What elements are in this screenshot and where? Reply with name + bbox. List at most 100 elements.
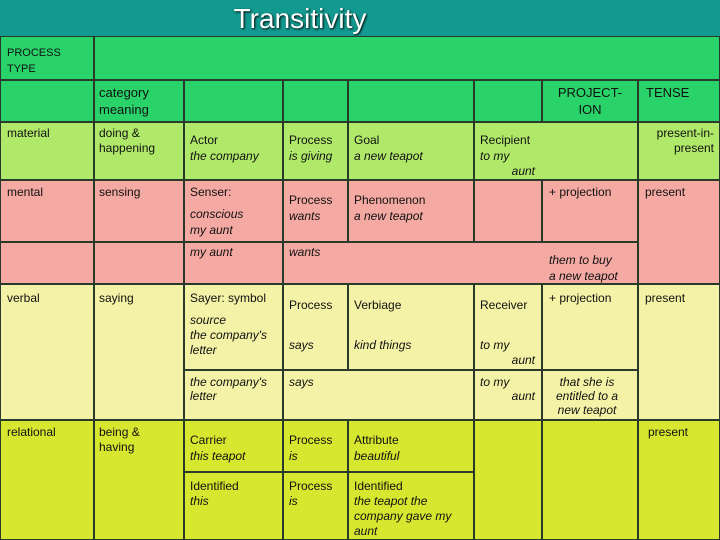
material-goal-label: Goal [354,133,380,147]
relational-meaning-line1: being & [99,425,140,439]
header-blank-col1 [0,80,94,122]
mental-projection: + projection [549,185,612,199]
relational-identified1-cell: Identified this [184,472,283,540]
verbal-receiver-cell: Receiver to my aunt [474,284,542,370]
verbal-verbiage-label: Verbiage [354,298,402,312]
relational-process1-label: Process [289,433,333,447]
relational-identified2-cell: Identified the teapot the company gave m… [348,472,474,540]
header-blank-col3 [184,80,283,122]
verbal-example-projection-line1: that she is [559,375,615,389]
material-recipient-cell: Recipient to my aunt [474,122,638,180]
mental-example-blank-col2 [94,242,184,284]
relational-identified2-value-line1: the teapot the [354,494,428,508]
relational-attribute-label: Attribute [354,433,399,447]
relational-identified2-value-line2: company gave my [354,509,452,523]
verbal-example-mid-cell: says [283,370,474,420]
mental-type-cell: mental [0,180,94,242]
mental-senser-value-line1: conscious [190,207,244,221]
header-process-type-line1: PROCESS [7,47,61,59]
verbal-sayer-label: Sayer: symbol [190,291,267,305]
relational-projection-blank [542,420,638,540]
relational-attribute-cell: Attribute beautiful [348,420,474,472]
relational-identified2-label: Identified [354,479,403,493]
material-actor-cell: Actor the company [184,122,283,180]
verbal-sayer-cell: Sayer: symbol source the company's lette… [184,284,283,370]
mental-phenomenon-value: a new teapot [354,209,423,223]
relational-process2-label: Process [289,479,333,493]
mental-process-cell: Process wants [283,180,348,242]
verbal-process-label: Process [289,298,333,312]
verbal-verbiage-value: kind things [354,338,412,352]
mental-example-projection-line2: a new teapot [549,269,618,283]
header-projection-line2: ION [578,102,602,117]
relational-carrier-cell: Carrier this teapot [184,420,283,472]
verbal-example-projection-line3: new teapot [557,403,617,417]
mental-tense: present [645,185,686,199]
mental-recipient-blank [474,180,542,242]
material-tense-line1: present-in- [656,126,714,140]
relational-carrier-label: Carrier [190,433,227,447]
header-projection-line1: PROJECT- [557,85,623,100]
verbal-sayer-value-line1: source [190,313,227,327]
verbal-receiver-label: Receiver [480,298,528,312]
material-actor-label: Actor [190,133,219,147]
verbal-projection-cell: + projection [542,284,638,370]
verbal-verbiage-cell: Verbiage kind things [348,284,474,370]
verbal-example-sayer-line1: the company's [190,375,267,389]
header-blank-col6 [474,80,542,122]
material-actor-value: the company [190,149,259,163]
verbal-receiver-value-line2: aunt [511,353,535,367]
page-title: Transitivity [233,3,367,34]
header-blank-row1 [94,36,720,80]
material-goal-cell: Goal a new teapot [348,122,474,180]
relational-meaning-line2: having [99,440,135,454]
material-meaning-line1: doing & [99,126,140,140]
mental-example-senser-cell: my aunt [184,242,283,284]
verbal-tense: present [645,291,686,305]
mental-process-label: Process [289,193,333,207]
header-process-type-line2: TYPE [7,63,36,75]
relational-identified2-value-line3: aunt [354,524,378,538]
mental-senser-label: Senser: [190,185,232,199]
material-recipient-value-line1: to my [480,149,510,163]
mental-tense-cell: present [638,180,720,284]
header-blank-col4 [283,80,348,122]
header-process-type-cell: PROCESS TYPE [0,36,94,80]
verbal-sayer-value-line3: letter [190,343,217,357]
header-category-cell: category meaning [94,80,184,122]
header-blank-col5 [348,80,474,122]
mental-example-projection-line1: them to buy [549,253,612,267]
relational-type-cell: relational [0,420,94,540]
verbal-example-receiver-cell: to my aunt [474,370,542,420]
verbal-process-cell: Process says [283,284,348,370]
header-tense-cell: TENSE [638,80,720,122]
mental-phenomenon-cell: Phenomenon a new teapot [348,180,474,242]
verbal-example-sayer-line2: letter [190,389,217,403]
verbal-example-projection-cell: that she is entitled to a new teapot [542,370,638,420]
verbal-example-receiver-line1: to my [480,375,510,389]
mental-meaning-cell: sensing [94,180,184,242]
mental-process-value: wants [289,209,321,223]
header-projection-cell: PROJECT- ION [542,80,638,122]
material-recipient-value-line2: aunt [511,164,535,178]
mental-type: mental [7,185,44,199]
material-type-cell: material [0,122,94,180]
relational-type: relational [7,425,56,439]
verbal-type-cell: verbal [0,284,94,420]
header-category-line1: category [99,85,149,100]
relational-recipient-blank [474,420,542,540]
verbal-example-process: says [289,375,314,389]
verbal-example-receiver-line2: aunt [511,389,535,403]
verbal-example-sayer-cell: the company's letter [184,370,283,420]
material-meaning-line2: happening [99,141,156,155]
verbal-process-value: says [289,338,314,352]
relational-process2-cell: Process is [283,472,348,540]
verbal-example-projection-line2: entitled to a [555,389,619,403]
material-tense-cell: present-in- present [638,122,720,180]
mental-senser-cell: Senser: conscious my aunt [184,180,283,242]
verbal-projection: + projection [549,291,612,305]
mental-projection-cell: + projection [542,180,638,242]
verbal-meaning-cell: saying [94,284,184,420]
relational-tense-cell: present [638,420,720,540]
